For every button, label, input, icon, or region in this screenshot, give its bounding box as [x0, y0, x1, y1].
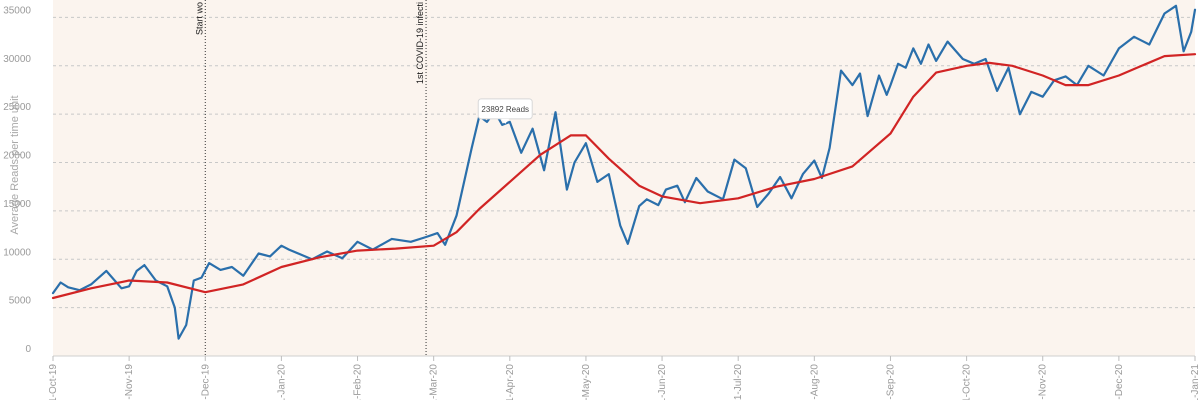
gridlines [53, 16, 1195, 309]
x-tick-label: 1-May-20 [581, 364, 592, 400]
x-tick-label: 1-Oct-20 [962, 364, 973, 400]
event-label: Start wo [194, 2, 204, 35]
x-tick-label: 1-Feb-20 [353, 364, 364, 400]
x-tick-label: 1-Dec-20 [1114, 364, 1125, 400]
y-tick-label: 25000 [3, 102, 31, 113]
series-lines [51, 4, 1197, 340]
x-tick-label: 1-Nov-20 [1038, 364, 1049, 400]
data-tooltip: 23892 Reads [477, 98, 533, 124]
x-tick-label: 1-Aug-20 [809, 364, 820, 400]
y-tick-label: 0 [25, 344, 31, 355]
y-axis: 0 5000 10000 15000 20000 25000 30000 35000 [3, 5, 31, 355]
x-tick-label: 1-Jan-21 [1190, 364, 1200, 400]
x-tick-label: 1-Jul-20 [733, 364, 744, 400]
y-tick-label: 30000 [3, 54, 31, 65]
y-axis-title: Average Reads per time unit [9, 95, 21, 234]
event-markers: Start wo 1st COVID-19 infecti [194, 0, 427, 356]
tooltip-pointer [501, 118, 510, 124]
plot-background [53, 0, 1195, 356]
x-tick-label: 1-Mar-20 [429, 364, 440, 400]
y-tick-label: 10000 [3, 247, 31, 258]
event-label: 1st COVID-19 infecti [415, 2, 425, 84]
x-axis: 1-Oct-19 1-Nov-19 1-Dec-19 1-Jan-20 1-Feb-20… [48, 355, 1200, 400]
x-tick-label: 1-Dec-19 [200, 364, 211, 400]
x-tick-label: 1-Jan-20 [276, 364, 287, 400]
y-tick-label: 35000 [3, 5, 31, 16]
tooltip-text: 23892 Reads [481, 105, 529, 114]
x-tick-label: 1-Nov-19 [124, 364, 135, 400]
x-tick-label: 1-Sep-20 [885, 364, 896, 400]
y-tick-label: 20000 [3, 151, 31, 162]
y-tick-label: 5000 [9, 296, 32, 307]
series-line-trend [51, 53, 1197, 300]
series-line-reads [51, 4, 1197, 340]
x-tick-label: 1-Apr-20 [505, 364, 516, 400]
x-tick-label: 1-Oct-19 [48, 364, 59, 400]
y-tick-label: 15000 [3, 199, 31, 210]
x-tick-label: 1-Jun-20 [657, 364, 668, 400]
